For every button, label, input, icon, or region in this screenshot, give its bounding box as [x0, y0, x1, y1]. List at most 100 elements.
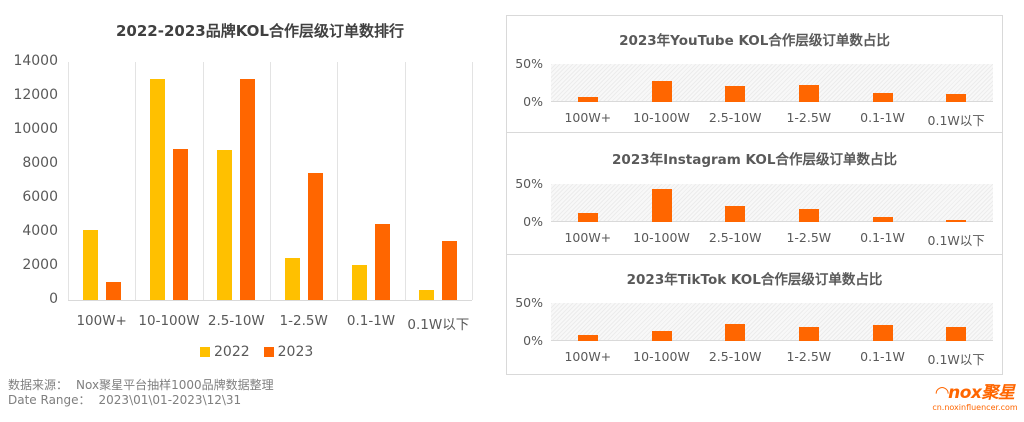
panel-title-youtube: 2023年YouTube KOL合作层级订单数占比 — [619, 33, 890, 49]
nox-logo: ◠nox聚星 cn.noxinfluencer.com — [930, 378, 1020, 412]
x-axis-label: 2.5-10W — [708, 110, 762, 125]
x-axis-label: 0.1-1W — [346, 313, 396, 329]
x-axis-label: 2.5-10W — [207, 313, 265, 329]
panel-instagram: 2023年Instagram KOL合作层级订单数占比 50% 0% 100W+… — [506, 132, 1003, 255]
ytick-0: 0% — [523, 333, 543, 348]
bar-2022-0.1W以下 — [419, 289, 435, 300]
bar-100W+ — [577, 96, 598, 102]
bar-1-2.5W — [798, 209, 819, 222]
x-axis-label: 0.1W以下 — [927, 233, 985, 248]
x-axis-label: 0.1W以下 — [927, 352, 985, 367]
category-gridline — [202, 62, 204, 300]
bar-2.5-10W — [725, 206, 746, 222]
data-source-note: 数据来源： Nox聚星平台抽样1000品牌数据整理 Date Range： 20… — [8, 378, 274, 408]
y-axis-tick: 8000 — [22, 155, 58, 171]
x-axis-label: 10-100W — [633, 230, 690, 245]
bar-2.5-10W — [725, 324, 746, 341]
x-axis-label: 100W+ — [564, 110, 612, 125]
x-axis-label: 2.5-10W — [708, 349, 762, 364]
legend-swatch-2022 — [200, 347, 210, 357]
x-axis-line — [68, 300, 472, 301]
x-axis-label: 0.1W以下 — [927, 113, 985, 128]
ytick-0: 0% — [523, 214, 543, 229]
panel-youtube: 2023年YouTube KOL合作层级订单数占比 50% 0% 100W+ 10… — [506, 15, 1003, 133]
bar-10-100W — [651, 80, 672, 102]
x-axis-label: 1-2.5W — [279, 313, 328, 329]
date-range-value: 2023\01\01-2023\12\31 — [98, 393, 242, 407]
bar-2022-1-2.5W — [284, 257, 300, 300]
bar-2022-100W+ — [82, 230, 98, 300]
y-axis-tick: 10000 — [13, 121, 58, 137]
bar-2023-1-2.5W — [307, 172, 323, 300]
legend-swatch-2023 — [263, 347, 274, 357]
bar-100W+ — [577, 334, 598, 341]
x-axis-label: 0.1-1W — [860, 349, 905, 364]
bar-2022-0.1-1W — [352, 265, 367, 300]
y-axis-tick: 0 — [49, 291, 58, 307]
panel-tiktok: 2023年TikTok KOL合作层级订单数占比 50% 0% 100W+ 10-… — [506, 254, 1003, 375]
ytick-50: 50% — [515, 295, 543, 310]
x-axis-label: 10-100W — [633, 349, 690, 364]
bar-10-100W — [651, 189, 672, 222]
legend-item-2023: 2023 — [263, 344, 314, 360]
bar-0.1W以下 — [946, 94, 967, 102]
bar-0.1-1W — [872, 92, 893, 102]
bar-2023-10-100W — [173, 148, 188, 300]
y-axis-tick: 14000 — [13, 53, 58, 69]
x-axis-label: 2.5-10W — [708, 230, 762, 245]
x-axis-label: 1-2.5W — [786, 110, 832, 125]
bar-1-2.5W — [798, 84, 819, 102]
x-axis-label: 0.1-1W — [860, 230, 905, 245]
signal-icon: ◠ — [935, 383, 949, 403]
legend-label-2023: 2023 — [277, 344, 314, 360]
bar-2022-2.5-10W — [217, 150, 233, 300]
x-axis-label: 100W+ — [564, 349, 612, 364]
y-axis-tick: 2000 — [22, 257, 58, 273]
x-axis-label: 0.1-1W — [860, 110, 905, 125]
nox-brand-text: nox聚星 — [948, 383, 1015, 403]
ytick-50: 50% — [515, 176, 543, 191]
main-chart-title: 2022-2023品牌KOL合作层级订单数排行 — [116, 22, 404, 40]
category-gridline — [337, 62, 339, 300]
nox-url: cn.noxinfluencer.com — [932, 403, 1018, 412]
ytick-0: 0% — [523, 94, 543, 109]
y-axis-tick: 4000 — [22, 223, 58, 239]
category-gridline — [270, 62, 271, 300]
category-gridline — [68, 62, 69, 300]
bar-2023-0.1W以下 — [442, 240, 458, 300]
date-range-label: Date Range： — [8, 393, 91, 407]
plot-area-instagram — [551, 184, 993, 222]
ytick-50: 50% — [515, 56, 543, 71]
legend-item-2022: 2022 — [200, 344, 250, 360]
bar-2023-2.5-10W — [240, 79, 256, 300]
bar-0.1W以下 — [946, 219, 967, 222]
source-label: 数据来源： — [8, 378, 69, 392]
x-axis-label: 100W+ — [76, 313, 127, 329]
bar-0.1-1W — [872, 325, 893, 341]
bar-0.1-1W — [872, 216, 893, 222]
panel-title-tiktok: 2023年TikTok KOL合作层级订单数占比 — [626, 272, 883, 288]
category-gridline — [404, 62, 406, 300]
x-axis-label: 10-100W — [633, 110, 690, 125]
category-gridline — [135, 62, 137, 300]
bar-1-2.5W — [798, 327, 819, 341]
bar-100W+ — [577, 212, 598, 222]
y-axis-tick: 6000 — [22, 189, 58, 205]
x-axis-label: 1-2.5W — [786, 349, 832, 364]
bar-2.5-10W — [725, 86, 746, 102]
nox-logo-mark: ◠nox聚星 — [930, 378, 1020, 403]
category-gridline — [472, 62, 473, 300]
legend-label-2022: 2022 — [214, 344, 250, 360]
x-axis-label: 0.1W以下 — [407, 317, 470, 333]
x-axis-label: 100W+ — [564, 230, 612, 245]
bar-0.1W以下 — [946, 326, 967, 341]
plot-area-tiktok — [551, 303, 993, 341]
source-value: Nox聚星平台抽样1000品牌数据整理 — [76, 378, 274, 392]
panel-title-instagram: 2023年Instagram KOL合作层级订单数占比 — [612, 152, 897, 168]
bar-2023-0.1-1W — [375, 223, 390, 300]
plot-area-youtube — [551, 64, 993, 102]
x-axis-label: 10-100W — [138, 313, 200, 329]
bar-10-100W — [651, 331, 672, 341]
bar-2023-100W+ — [105, 282, 121, 300]
chart-legend: 2022 2023 — [200, 344, 321, 360]
